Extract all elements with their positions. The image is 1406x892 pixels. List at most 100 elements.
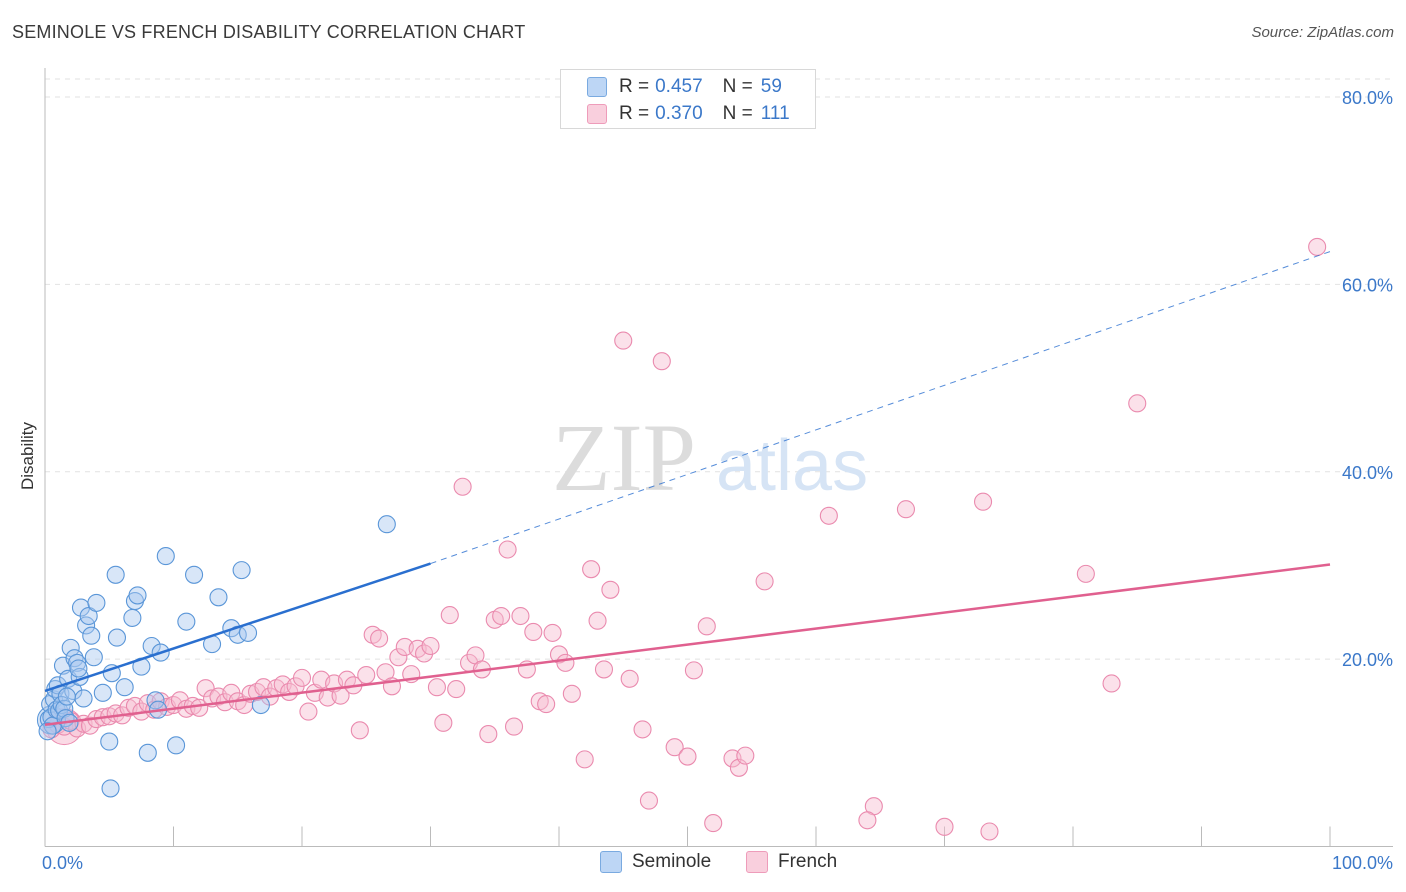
r-value: 0.457 (655, 76, 703, 97)
french-point (582, 560, 601, 579)
french-point (498, 540, 517, 559)
r-label: R = (619, 76, 650, 97)
r-value: 0.370 (655, 103, 703, 124)
french-point (704, 814, 723, 833)
seminole-trend-line (44, 562, 431, 693)
french-point (453, 477, 472, 496)
french-point (511, 606, 530, 626)
seminole-point (209, 588, 228, 607)
french-point (678, 747, 697, 766)
seminole-point (106, 565, 125, 584)
seminole-point (251, 695, 270, 715)
french-point (504, 717, 524, 736)
seminole-point (232, 561, 251, 580)
n-value: 111 (760, 103, 790, 124)
seminole-point (87, 593, 106, 612)
french-trend-line (44, 563, 1331, 726)
french-point (556, 653, 575, 672)
french-point (575, 750, 594, 769)
seminole-point (107, 628, 127, 647)
seminole-point (57, 687, 76, 706)
r-label: R = (619, 103, 650, 124)
french-point (665, 738, 684, 757)
legend-item-french: French (746, 851, 837, 873)
seminole-point (177, 612, 196, 631)
french-point (1076, 564, 1095, 583)
french-point (684, 661, 703, 680)
french-point (440, 606, 459, 625)
seminole-trend-extension (430, 251, 1331, 565)
x-tick-label: 0.0% (42, 853, 83, 873)
seminole-point (68, 653, 87, 672)
seminole-point (65, 649, 84, 668)
seminole-point (74, 689, 93, 708)
french-point (299, 702, 318, 721)
seminole-point (123, 608, 142, 627)
french-point (1128, 394, 1147, 413)
x-tick-label: 100.0% (1332, 853, 1393, 873)
french-point (357, 666, 376, 685)
french-point (736, 746, 755, 765)
watermark-atlas: atlas (716, 426, 868, 506)
french-point (370, 629, 389, 648)
french-point (350, 721, 369, 740)
seminole-points (36, 515, 396, 798)
french-point (935, 817, 954, 836)
trend-lines (44, 251, 1331, 726)
source-label: Source: ZipAtlas.com (1251, 24, 1394, 41)
n-label: N = (722, 76, 753, 97)
french-point (652, 352, 671, 371)
seminole-point (167, 736, 186, 755)
legend-item-seminole: Seminole (600, 851, 711, 873)
french-point (896, 500, 916, 519)
french-point (601, 580, 620, 599)
french-point (292, 668, 312, 687)
french-point (415, 644, 434, 663)
french-point (562, 684, 581, 703)
seminole-point (102, 664, 121, 683)
watermark-zip: ZIP (552, 404, 696, 511)
seminole-swatch (600, 851, 622, 873)
french-points (42, 237, 1327, 841)
french-point (819, 506, 838, 525)
french-point (421, 636, 440, 656)
french-point (1102, 674, 1121, 693)
legend-label-french: French (778, 851, 838, 872)
french-point (980, 822, 999, 841)
french-point (755, 572, 774, 591)
french-point (614, 331, 633, 350)
chart-title: SEMINOLE VS FRENCH DISABILITY CORRELATIO… (12, 22, 526, 42)
french-point (196, 679, 215, 698)
legend-row-seminole: R = 0.457 N = 59 (561, 74, 782, 100)
french-point (537, 695, 556, 714)
seminole-point (185, 565, 204, 584)
french-point (1308, 237, 1327, 256)
french-point (858, 811, 877, 830)
french-point (973, 492, 993, 511)
n-label: N = (722, 103, 753, 124)
french-point (434, 713, 453, 732)
french-point (447, 680, 466, 699)
seminole-point (100, 732, 119, 751)
french-point (633, 720, 652, 739)
legend-row-french: R = 0.370 N = 111 (561, 101, 790, 127)
seminole-point (377, 515, 396, 534)
series-legend: Seminole French (0, 851, 1406, 877)
french-point (389, 648, 408, 667)
seminole-point (128, 586, 147, 605)
tick-labels: 20.0% 40.0% 60.0% 80.0% 0.0% 100.0% (42, 88, 1393, 873)
seminole-point (115, 678, 134, 697)
french-swatch (587, 104, 607, 124)
seminole-point (84, 648, 103, 667)
french-point (620, 669, 639, 688)
y-tick-label: 20.0% (1342, 650, 1393, 670)
correlation-legend: R = 0.457 N = 59 R = 0.370 N = 111 (560, 69, 816, 129)
french-point (588, 611, 607, 630)
seminole-swatch (587, 77, 607, 97)
y-tick-label: 60.0% (1342, 275, 1393, 295)
seminole-point (93, 683, 112, 702)
french-point (80, 716, 100, 735)
y-tick-label: 40.0% (1342, 463, 1393, 483)
seminole-point (61, 638, 80, 657)
